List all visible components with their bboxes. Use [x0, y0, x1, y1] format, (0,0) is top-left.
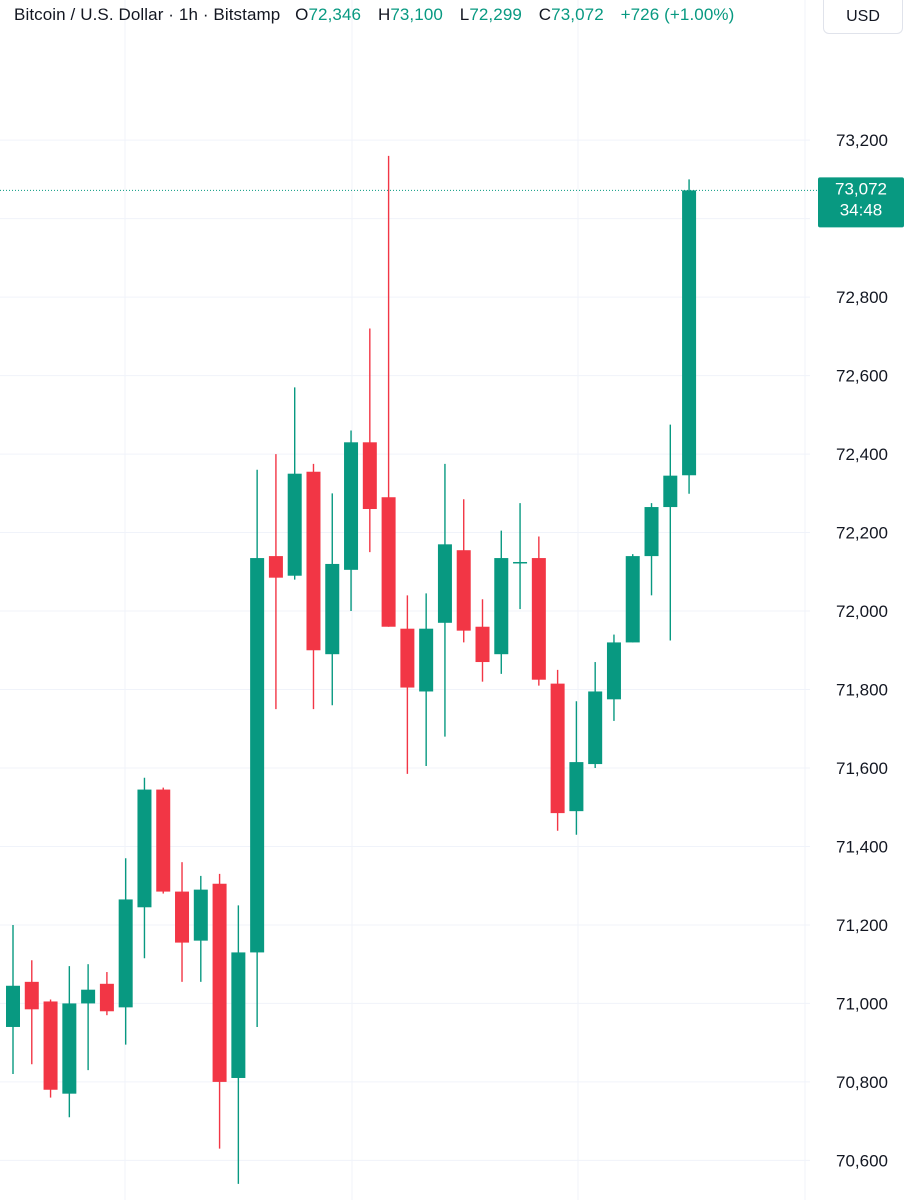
y-tick-label: 72,000	[836, 602, 888, 621]
candle-body	[175, 891, 190, 943]
y-tick-label: 72,600	[836, 367, 888, 386]
candle-body	[118, 899, 133, 1008]
candle-body	[99, 983, 114, 1012]
candle-body	[24, 981, 39, 1010]
candles	[6, 155, 697, 1184]
y-tick-label: 71,600	[836, 759, 888, 778]
price-tag-countdown: 34:48	[840, 200, 883, 219]
candle-body	[437, 544, 452, 623]
y-tick-label: 71,400	[836, 837, 888, 856]
candle-body	[325, 563, 340, 655]
candle-body	[268, 556, 283, 578]
candle-body	[419, 628, 434, 692]
y-tick-label: 73,200	[836, 131, 888, 150]
change-value: +726 (+1.00%)	[620, 5, 735, 24]
candle-body	[550, 683, 565, 814]
close-label: C	[538, 5, 552, 24]
low-value: 72,299	[469, 5, 522, 24]
candle-body	[250, 558, 265, 953]
close-value: 73,072	[551, 5, 604, 24]
y-tick-label: 72,800	[836, 288, 888, 307]
candle-body	[456, 550, 471, 631]
candle-body	[6, 985, 20, 1027]
currency-button[interactable]: USD	[823, 0, 903, 34]
candle-body	[344, 442, 359, 570]
y-tick-label: 70,600	[836, 1151, 888, 1170]
candle-body	[212, 883, 227, 1082]
candle-body	[625, 556, 640, 643]
candle-body	[682, 190, 697, 476]
symbol-title[interactable]: Bitcoin / U.S. Dollar · 1h · Bitstamp	[14, 5, 281, 24]
high-label: H	[377, 5, 391, 24]
y-tick-label: 71,000	[836, 994, 888, 1013]
candle-body	[62, 1003, 77, 1094]
candle-body	[663, 475, 678, 508]
candle-body	[513, 561, 528, 564]
high-value: 73,100	[390, 5, 443, 24]
candle-body	[588, 691, 603, 765]
y-tick-label: 71,800	[836, 681, 888, 700]
candle-body	[193, 889, 208, 941]
candle-body	[494, 558, 509, 655]
candle-body	[475, 626, 490, 663]
candle-body	[362, 442, 377, 510]
candle-body	[531, 558, 546, 680]
price-axis[interactable]: 73,200 72,800 72,600 72,400 72,200 72,000 71,8…	[836, 131, 888, 1170]
candle-body	[81, 989, 96, 1004]
grid-lines	[0, 0, 810, 1200]
open-value: 72,346	[308, 5, 362, 24]
price-tag: 73,072 34:48	[818, 177, 904, 228]
candle-body	[400, 628, 415, 688]
candle-body	[569, 762, 584, 812]
y-tick-label: 71,200	[836, 916, 888, 935]
y-tick-label: 72,200	[836, 524, 888, 543]
candle-body	[137, 789, 152, 908]
price-tag-price: 73,072	[835, 179, 887, 198]
open-label: O	[295, 5, 309, 24]
y-tick-label: 70,800	[836, 1073, 888, 1092]
candle-body	[287, 473, 302, 576]
low-label: L	[459, 5, 470, 24]
candle-body	[156, 789, 171, 892]
price-tag-background	[818, 177, 904, 228]
candle-body	[606, 642, 621, 700]
candle-body	[306, 471, 321, 651]
candle-body	[381, 497, 396, 627]
candle-body	[644, 507, 659, 557]
y-tick-label: 72,400	[836, 445, 888, 464]
candle-body	[43, 1001, 58, 1090]
candle-body	[231, 952, 246, 1078]
chart-legend: Bitcoin / U.S. Dollar · 1h · Bitstamp O7…	[14, 5, 734, 25]
